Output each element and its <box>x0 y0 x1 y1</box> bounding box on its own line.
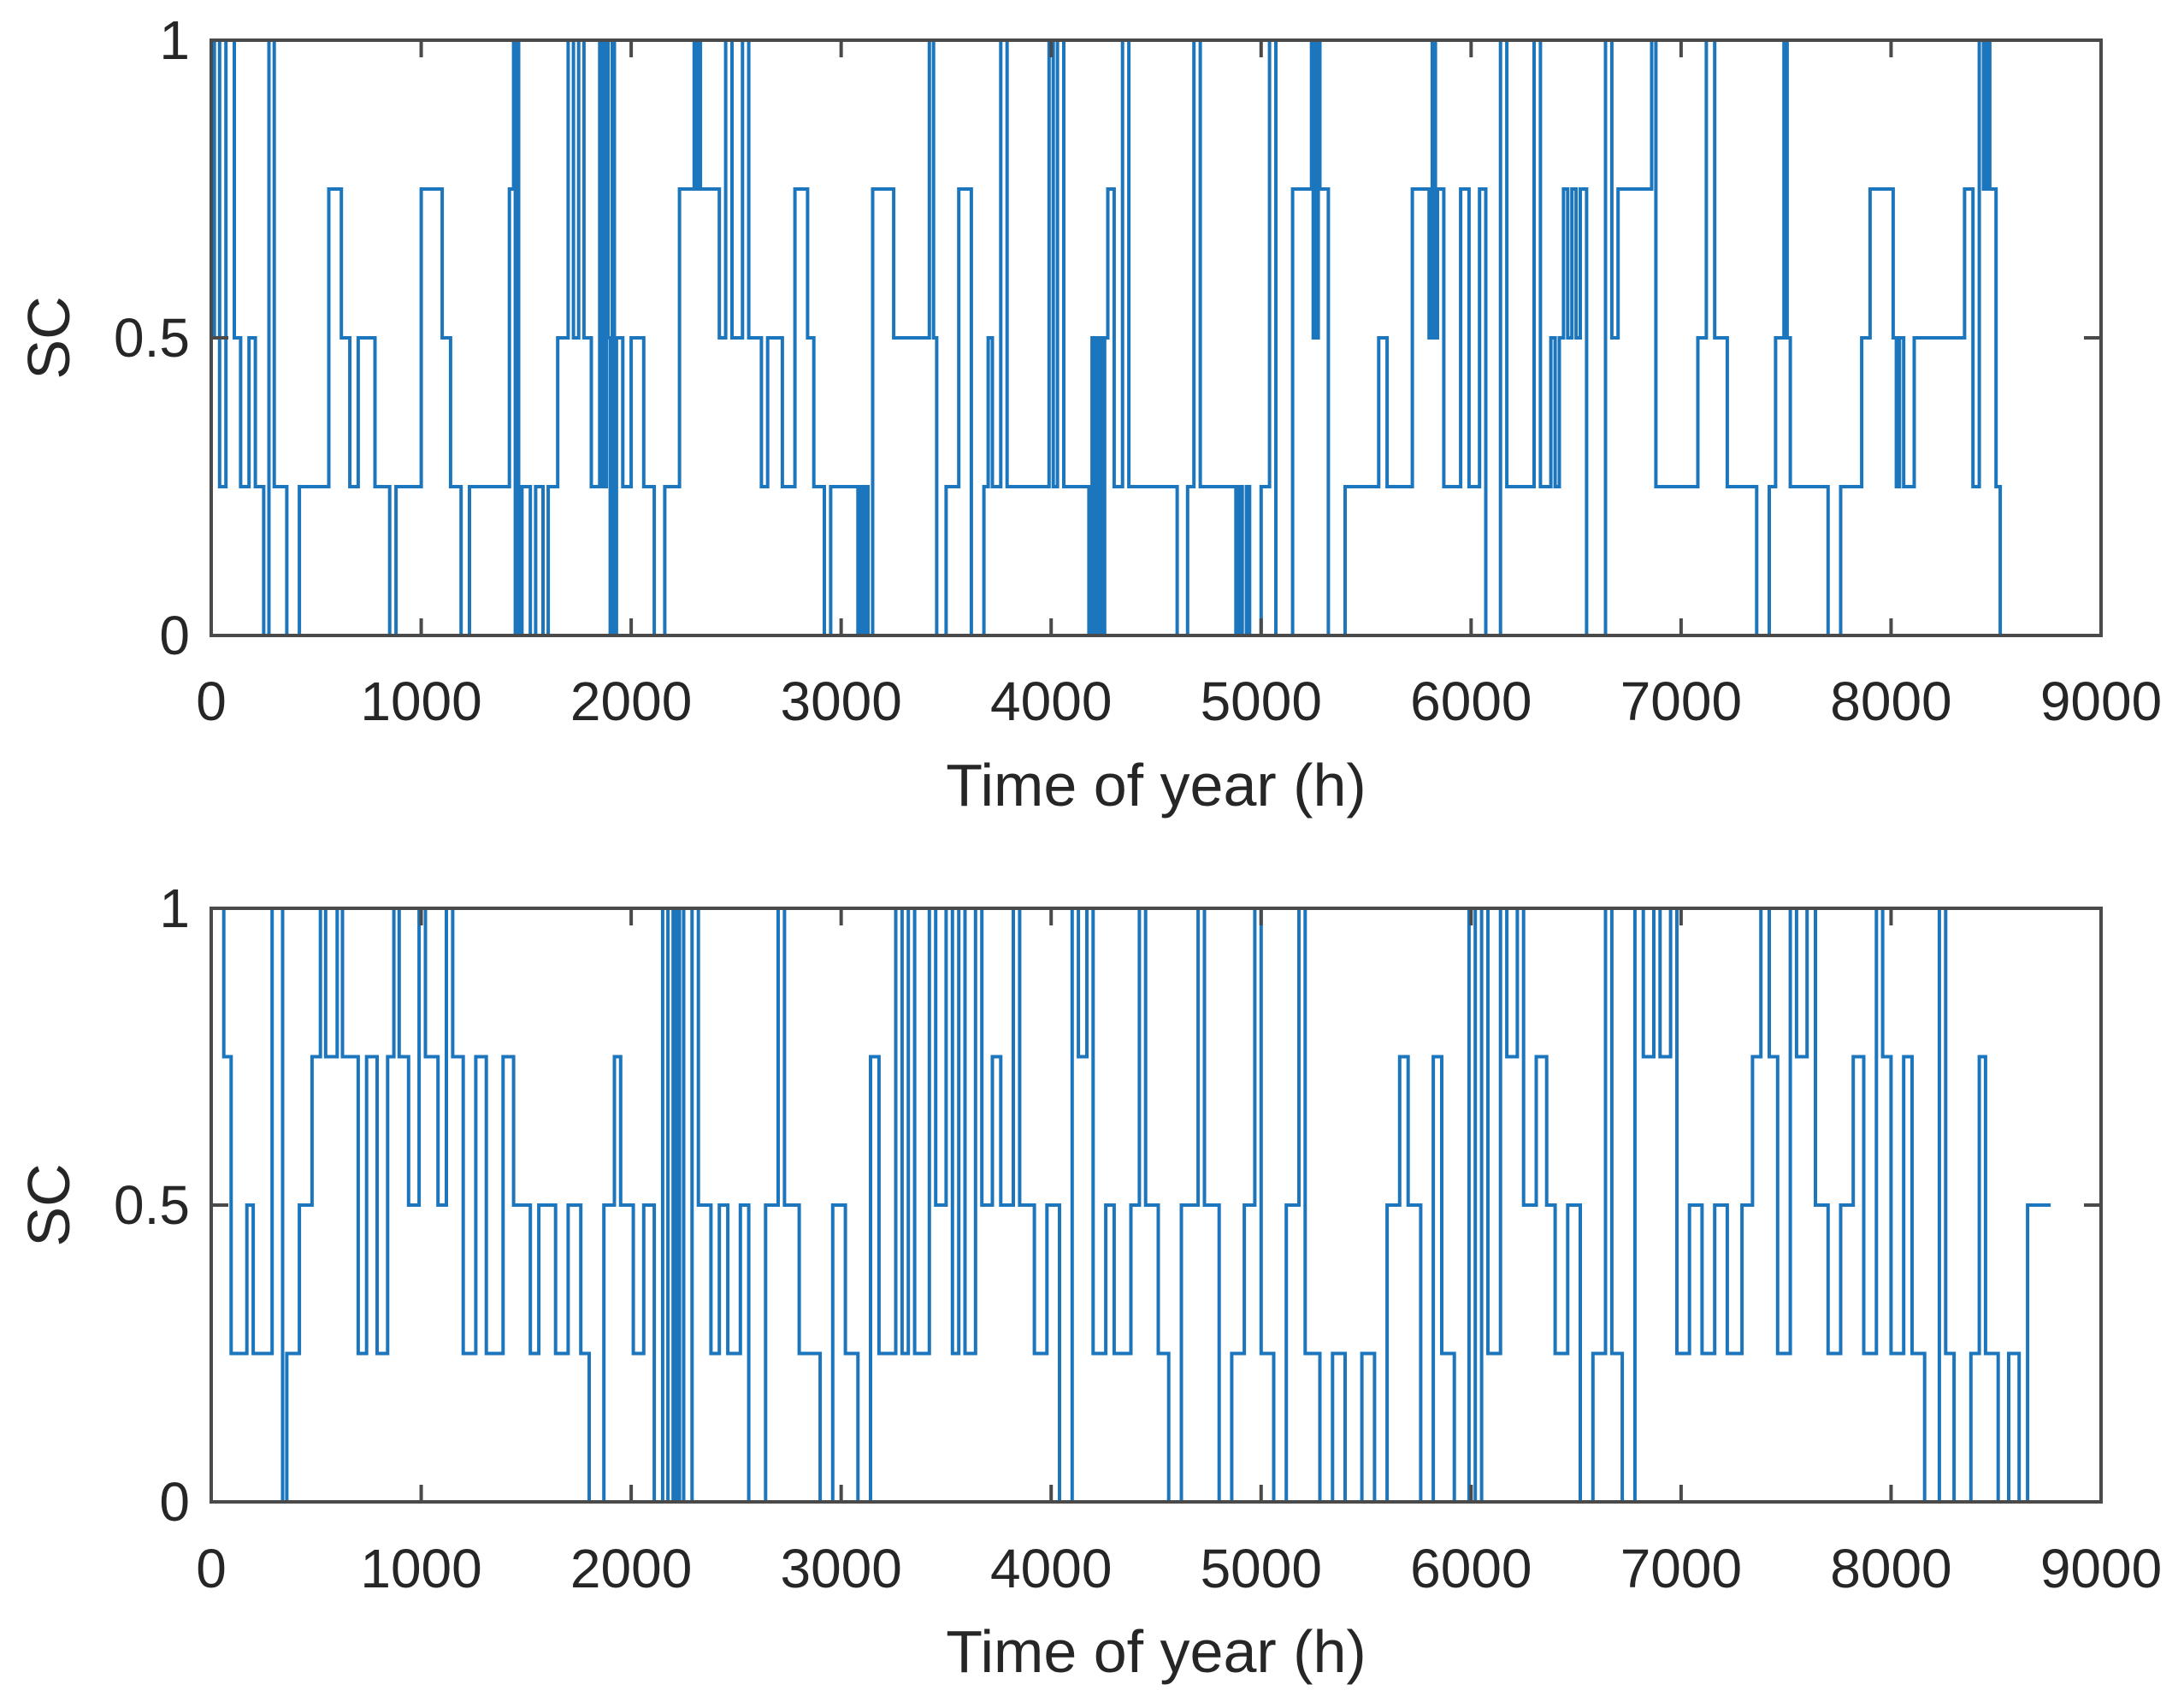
x-tick-label: 9000 <box>2039 1538 2163 1599</box>
x-tick-label: 1000 <box>360 1538 482 1599</box>
y-tick-label: 0 <box>159 1471 190 1533</box>
x-tick-label: 3000 <box>780 671 902 732</box>
x-tick-label: 2000 <box>570 1538 693 1599</box>
y-tick-label: 0 <box>159 605 190 666</box>
x-tick-label: 8000 <box>1830 671 1952 732</box>
bottom-ylabel: SC <box>15 1163 82 1247</box>
x-tick-label: 5000 <box>1200 1538 1322 1599</box>
x-tick-label: 4000 <box>990 671 1113 732</box>
y-tick-label: 1 <box>159 878 190 939</box>
top-ylabel: SC <box>15 296 82 380</box>
tick-marks <box>210 38 2103 637</box>
sc-step-line <box>211 38 2051 637</box>
x-tick-label: 3000 <box>780 1538 902 1599</box>
axes-box <box>210 907 2103 1504</box>
x-tick-label: 0 <box>196 671 227 732</box>
x-tick-label: 7000 <box>1620 1538 1743 1599</box>
x-tick-label: 7000 <box>1620 671 1743 732</box>
x-tick-label: 0 <box>196 1538 227 1599</box>
x-tick-label: 2000 <box>570 671 693 732</box>
x-tick-label: 9000 <box>2039 671 2163 732</box>
y-tick-label: 0.5 <box>114 307 190 369</box>
x-tick-label: 8000 <box>1830 1538 1952 1599</box>
y-tick-label: 1 <box>159 9 190 71</box>
plot-svg <box>210 907 2103 1504</box>
top-xlabel: Time of year (h) <box>946 752 1366 818</box>
sc-step-line <box>211 907 2051 1504</box>
x-tick-label: 6000 <box>1410 671 1532 732</box>
axes-box <box>210 38 2103 637</box>
top-plot <box>210 38 2103 637</box>
bottom-plot <box>210 907 2103 1504</box>
plot-svg <box>210 38 2103 637</box>
x-tick-label: 5000 <box>1200 671 1322 732</box>
x-tick-label: 1000 <box>360 671 482 732</box>
y-tick-label: 0.5 <box>114 1174 190 1236</box>
x-tick-label: 6000 <box>1410 1538 1532 1599</box>
x-tick-label: 4000 <box>990 1538 1113 1599</box>
bottom-xlabel: Time of year (h) <box>946 1618 1366 1685</box>
